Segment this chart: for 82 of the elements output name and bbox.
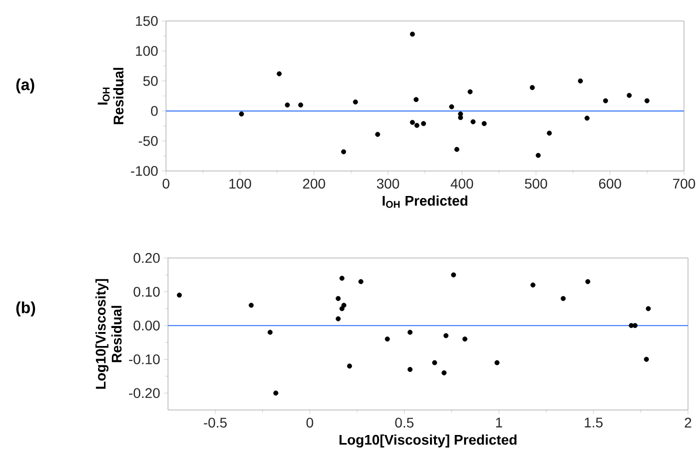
point <box>560 296 566 302</box>
x-tick-label: -0.5 <box>204 418 227 428</box>
x-tick-label: 1.5 <box>584 418 603 428</box>
x-tick-label: 200 <box>303 178 326 189</box>
point <box>468 89 473 94</box>
point <box>414 97 419 102</box>
y-tick-label: 150 <box>136 16 158 26</box>
point <box>585 279 590 284</box>
x-tick-label: 100 <box>229 178 252 189</box>
point <box>273 390 278 396</box>
point <box>432 360 438 366</box>
point <box>341 149 346 154</box>
point <box>470 119 476 124</box>
x-axis-title: I$_{OH}$ Predicted <box>382 195 468 208</box>
point <box>358 279 364 284</box>
y-tick-label: 0.10 <box>134 286 160 297</box>
point <box>339 276 344 281</box>
x-tick-label: 700 <box>673 178 696 189</box>
point <box>284 102 290 108</box>
point <box>298 102 304 108</box>
point <box>384 336 390 342</box>
x-axis-title: Log10[Viscosity] Predicted <box>340 434 516 448</box>
point <box>176 292 182 298</box>
point <box>644 98 650 104</box>
point <box>644 356 649 362</box>
x-tick-label: 0.5 <box>395 418 414 428</box>
point <box>341 302 346 308</box>
point <box>410 120 415 125</box>
y-tick-label: 0 <box>151 106 158 116</box>
point <box>546 130 552 136</box>
y-tick-label: 0.20 <box>134 253 160 263</box>
point <box>410 32 415 37</box>
point <box>408 330 413 335</box>
point <box>626 92 632 98</box>
point <box>442 370 447 376</box>
x-tick-label: 2 <box>684 418 692 428</box>
y-tick-label: -0.10 <box>129 354 160 364</box>
x-tick-label: 300 <box>376 178 400 189</box>
point <box>536 152 541 158</box>
x-tick-label: 400 <box>450 178 474 189</box>
point <box>414 122 420 128</box>
point <box>408 366 413 372</box>
point <box>603 98 608 104</box>
point <box>347 364 352 369</box>
y-tick-label: 50 <box>143 76 158 86</box>
y-tick-label: -100 <box>130 166 158 176</box>
point <box>530 85 535 90</box>
point <box>584 116 590 121</box>
y-tick-label: 100 <box>136 46 158 56</box>
y-axis-title: Log10[Viscosity] Residual <box>95 279 122 389</box>
point <box>458 115 464 120</box>
point <box>352 99 358 104</box>
text: (a) <box>16 78 34 94</box>
x-tick-label: 600 <box>599 178 622 189</box>
point <box>646 306 651 312</box>
point <box>443 333 448 338</box>
point <box>578 78 583 84</box>
point <box>449 104 454 110</box>
y-tick-label: -50 <box>138 136 158 146</box>
y-tick-label: -0.20 <box>129 388 160 398</box>
point <box>336 316 341 322</box>
point <box>454 146 460 152</box>
point <box>238 111 244 116</box>
point <box>494 360 500 366</box>
point <box>632 323 638 328</box>
x-tick-label: 0 <box>306 418 314 428</box>
point <box>482 121 487 126</box>
text: (b) <box>16 302 36 316</box>
point <box>421 121 426 126</box>
point <box>462 336 468 342</box>
point <box>530 282 536 288</box>
point <box>268 330 273 335</box>
point <box>336 296 341 302</box>
y-tick-label: 0.00 <box>134 320 160 330</box>
point <box>375 132 380 137</box>
point <box>276 71 282 76</box>
point <box>451 272 456 278</box>
point <box>248 302 254 308</box>
y-axis-title: I$_{OH}$ Residual <box>98 68 124 124</box>
x-tick-label: 500 <box>524 178 548 189</box>
x-tick-label: 0 <box>162 178 170 189</box>
x-tick-label: 1 <box>496 418 502 428</box>
